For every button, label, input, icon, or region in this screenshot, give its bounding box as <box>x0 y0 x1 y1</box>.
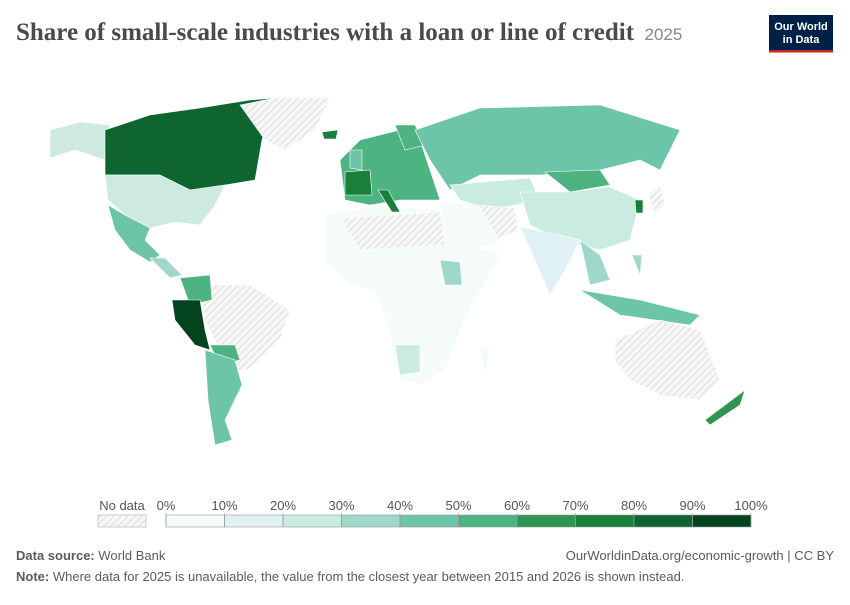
country[interactable] <box>377 189 401 213</box>
legend-bin <box>399 514 459 528</box>
country[interactable] <box>704 389 746 426</box>
country[interactable] <box>519 226 581 296</box>
year: 2025 <box>645 25 683 44</box>
country[interactable] <box>321 129 339 140</box>
legend-bin <box>633 514 693 528</box>
legend-tick-label: 40% <box>387 498 413 513</box>
note-text: Where data for 2025 is unavailable, the … <box>53 569 685 584</box>
note-label: Note: <box>16 569 49 584</box>
legend-tick-label: 10% <box>211 498 237 513</box>
legend: No data 0% 10% 20% 30% 40% 50% 60% 70% 80% 90% 100… <box>97 498 768 528</box>
source-label: Data source: <box>16 548 95 563</box>
logo-box <box>769 15 833 52</box>
country[interactable] <box>104 174 226 229</box>
country[interactable] <box>149 257 183 279</box>
legend-tick-label: 70% <box>562 498 588 513</box>
title: Share of small-scale industries with a l… <box>16 19 635 46</box>
country[interactable] <box>339 211 446 251</box>
url[interactable]: OurWorldinData.org/economic-growth | CC … <box>566 548 835 563</box>
legend-bin <box>224 514 284 528</box>
legend-tick-label: 30% <box>328 498 354 513</box>
legend-bin <box>692 514 752 528</box>
legend-bin <box>575 514 635 528</box>
source-value: World Bank <box>98 548 165 563</box>
legend-bin <box>458 514 518 528</box>
legend-tick-label: 90% <box>679 498 705 513</box>
country[interactable] <box>614 319 721 401</box>
country[interactable] <box>349 149 363 171</box>
country[interactable] <box>414 104 681 191</box>
country[interactable] <box>107 204 161 263</box>
legend-bin <box>282 514 342 528</box>
legend-tick-label: 20% <box>270 498 296 513</box>
legend-tick-label: 0% <box>157 498 176 513</box>
country[interactable] <box>449 177 541 211</box>
note: Note: Where data for 2025 is unavailable… <box>16 569 684 584</box>
logo-text: Our World <box>774 21 828 33</box>
country[interactable] <box>477 204 519 239</box>
country[interactable] <box>171 299 211 351</box>
country[interactable] <box>49 121 111 161</box>
legend-tick-label: 100% <box>734 498 768 513</box>
legend-tick-label: 60% <box>504 498 530 513</box>
country[interactable] <box>479 344 491 376</box>
country[interactable] <box>439 259 463 286</box>
footer: Data source: World Bank OurWorldinData.o… <box>16 548 834 584</box>
chart-title: Share of small-scale industries with a l… <box>16 19 682 46</box>
country[interactable] <box>647 184 666 216</box>
country[interactable] <box>544 169 611 193</box>
country[interactable] <box>204 349 243 446</box>
legend-label: No data <box>99 498 145 513</box>
country[interactable] <box>239 97 331 151</box>
country[interactable] <box>631 254 643 276</box>
legend-tick-label: 80% <box>621 498 647 513</box>
country[interactable] <box>179 274 213 306</box>
logo-text: in Data <box>783 34 821 46</box>
logo[interactable]: Our World in Data <box>769 15 833 53</box>
country[interactable] <box>579 239 611 286</box>
country[interactable] <box>634 199 644 214</box>
legend-bin <box>165 514 225 528</box>
legend-bin <box>341 514 401 528</box>
no-data-swatch <box>97 514 147 528</box>
logo-bar <box>769 50 833 53</box>
source: Data source: World Bank <box>16 548 166 563</box>
country[interactable] <box>394 344 421 376</box>
legend-tick-label: 50% <box>445 498 471 513</box>
world-map <box>49 97 746 446</box>
country[interactable] <box>344 169 373 196</box>
country[interactable] <box>579 289 701 326</box>
legend-bin <box>516 514 576 528</box>
